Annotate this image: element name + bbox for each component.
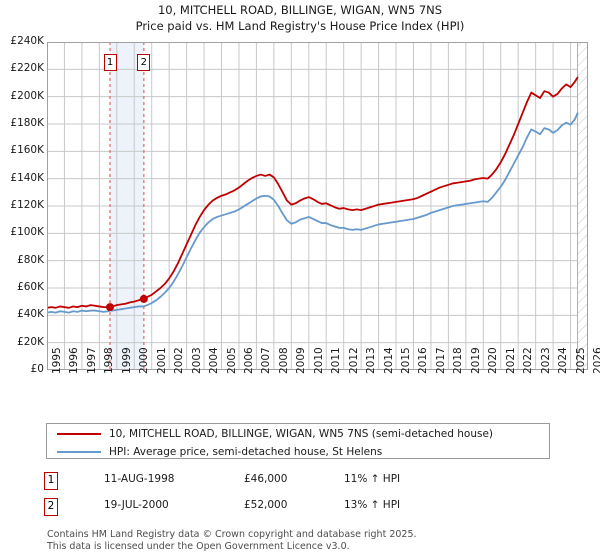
transaction-index-badge: 1 [44,472,58,490]
x-tick-label: 2004 [208,347,221,374]
sale-point-marker[interactable] [139,294,148,303]
y-tick-label: £40K [17,308,44,321]
y-tick-label: £100K [10,226,44,239]
page-subtitle: Price paid vs. HM Land Registry's House … [135,19,465,33]
x-tick-label: 2005 [225,347,238,374]
x-tick-label: 2026 [592,347,600,374]
y-tick-label: £80K [17,253,44,266]
y-tick-label: £60K [17,281,44,293]
event-marker-box-1[interactable]: 1 [103,54,117,71]
x-tick-label: 2006 [242,347,255,374]
chart-legend: 10, MITCHELL ROAD, BILLINGE, WIGAN, WN5 … [46,423,550,459]
legend-item: 10, MITCHELL ROAD, BILLINGE, WIGAN, WN5 … [47,425,549,443]
x-tick-label: 2021 [504,347,517,374]
legend-label: 10, MITCHELL ROAD, BILLINGE, WIGAN, WN5 … [109,428,494,440]
no-data-region [577,42,588,370]
footer-line-2: This data is licensed under the Open Gov… [47,540,350,552]
transactions-table: 1 11-AUG-1998 £46,000 11% ↑ HPI 2 19-JUL-2000… [44,472,524,524]
x-tick-label: 2000 [138,347,151,374]
chart-title-block: 10, MITCHELL ROAD, BILLINGE, WIGAN, WN5 … [0,2,600,34]
x-tick-label: 2024 [557,347,570,374]
legend-color-swatch [57,433,101,435]
x-tick-label: 2019 [469,347,482,374]
x-tick-label: 2022 [522,347,535,374]
x-tick-label: 2013 [365,347,378,374]
x-tick-label: 2003 [190,347,203,374]
transaction-price: £46,000 [244,473,288,485]
hpi-average-line [47,112,579,314]
x-tick-label: 2007 [260,347,273,374]
legend-color-swatch [57,451,101,453]
property-price-line [47,76,579,309]
transaction-date: 19-JUL-2000 [104,499,169,511]
sale-point-marker[interactable] [106,303,115,312]
x-tick-label: 2010 [312,347,325,374]
y-tick-label: £160K [10,144,44,157]
x-tick-label: 2025 [574,347,587,374]
y-tick-label: £20K [17,335,44,348]
x-tick-label: 2023 [539,347,552,374]
footer-line-1: Contains HM Land Registry data © Crown c… [47,529,417,540]
x-tick-label: 2015 [400,347,413,374]
y-tick-label: £140K [10,171,44,184]
legend-item: HPI: Average price, semi-detached house,… [47,443,549,461]
table-row[interactable]: 2 19-JUL-2000 £52,000 13% ↑ HPI [44,498,524,524]
event-marker-box-2[interactable]: 2 [137,54,151,71]
plot-border [47,42,588,370]
x-tick-label: 2002 [173,347,186,374]
x-tick-label: 1995 [51,347,63,374]
y-tick-label: £200K [10,89,44,102]
x-tick-label: 2001 [155,347,168,374]
page-title: 10, MITCHELL ROAD, BILLINGE, WIGAN, WN5 … [157,3,443,17]
legend-label: HPI: Average price, semi-detached house,… [109,446,383,458]
x-tick-label: 2009 [295,347,308,374]
transaction-date: 11-AUG-1998 [104,473,175,485]
x-tick-label: 2016 [417,347,430,374]
x-tick-label: 2020 [487,347,500,374]
y-tick-label: £120K [10,199,44,211]
x-tick-label: 2018 [452,347,465,374]
transaction-index-badge: 2 [44,498,58,516]
transaction-hpi-delta: 13% ↑ HPI [344,499,401,511]
table-row[interactable]: 1 11-AUG-1998 £46,000 11% ↑ HPI [44,472,524,498]
transaction-price: £52,000 [244,499,288,511]
copyright-footer: Contains HM Land Registry data © Crown c… [47,529,587,552]
x-tick-label: 1997 [85,347,98,374]
y-tick-label: £180K [10,117,44,129]
x-tick-label: 2011 [330,347,343,374]
transaction-hpi-delta: 11% ↑ HPI [344,473,401,485]
chart-svg [47,42,588,370]
x-tick-label: 2017 [434,347,447,374]
x-tick-label: 2014 [382,347,395,374]
y-tick-label: £220K [10,62,44,75]
y-tick-label: £0 [30,363,44,375]
x-tick-label: 1998 [103,347,116,374]
x-tick-label: 1999 [120,347,133,374]
x-tick-label: 1996 [68,347,81,374]
x-tick-label: 2008 [277,347,290,374]
y-tick-label: £240K [10,35,44,47]
x-tick-label: 2012 [347,347,360,374]
